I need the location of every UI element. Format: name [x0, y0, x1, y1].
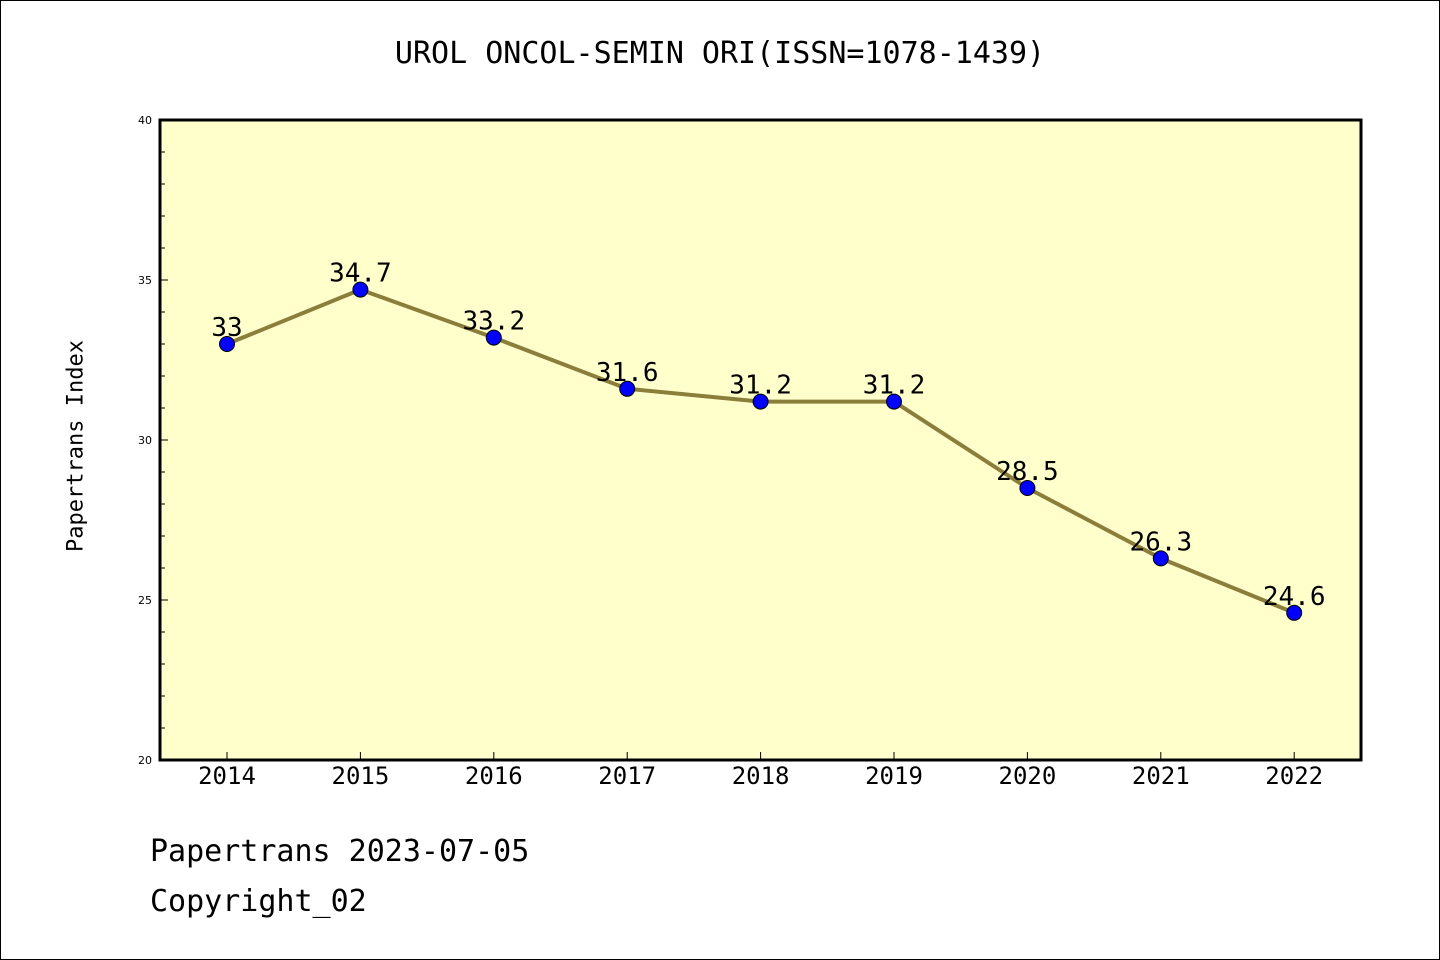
y-tick-label: 25 — [138, 594, 152, 607]
x-tick-label: 2020 — [999, 762, 1057, 790]
y-tick-label: 35 — [138, 274, 152, 287]
data-point — [886, 393, 902, 410]
plot-area — [158, 118, 1363, 762]
x-tick-label: 2014 — [198, 762, 256, 790]
x-tick-label: 2017 — [598, 762, 656, 790]
data-point — [1019, 480, 1036, 496]
x-tick-label: 2022 — [1265, 762, 1323, 790]
data-point — [752, 393, 769, 410]
x-tick-label: 2016 — [465, 762, 523, 790]
data-point — [619, 380, 636, 397]
data-label: 26.3 — [1129, 527, 1192, 557]
data-label: 28.5 — [996, 457, 1059, 487]
chart-title: UROL ONCOL-SEMIN ORI(ISSN=1078-1439) — [394, 36, 1046, 71]
footer-copyright: Copyright_02 — [150, 884, 367, 919]
data-point — [219, 336, 235, 352]
x-tick-label: 2021 — [1132, 762, 1190, 790]
y-tick-label: 40 — [138, 114, 152, 127]
data-label: 24.6 — [1263, 582, 1326, 612]
data-label: 31.2 — [863, 371, 926, 401]
x-tick-label: 2019 — [865, 762, 923, 790]
x-tick-label: 2015 — [332, 762, 390, 790]
data-label: 31.6 — [596, 358, 659, 388]
data-point — [1286, 604, 1303, 621]
data-label: 34.7 — [329, 259, 392, 289]
data-point — [352, 281, 369, 298]
footer-date: Papertrans 2023-07-05 — [150, 834, 530, 869]
data-label: 33 — [211, 313, 242, 343]
data-label: 31.2 — [729, 371, 792, 401]
x-tick-label: 2018 — [732, 762, 790, 790]
data-point — [1152, 550, 1169, 567]
data-label: 33.2 — [462, 307, 525, 337]
y-tick-label: 20 — [138, 754, 152, 767]
data-point — [485, 329, 502, 346]
y-tick-label: 30 — [138, 434, 152, 447]
